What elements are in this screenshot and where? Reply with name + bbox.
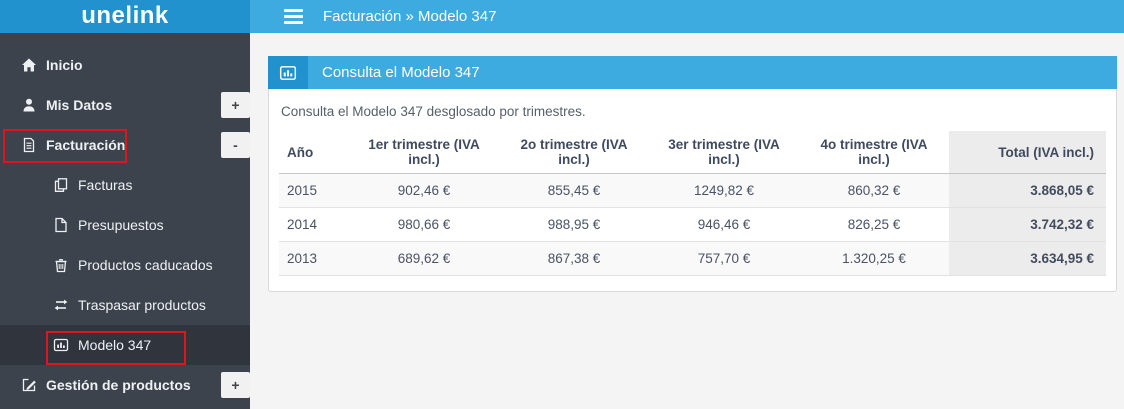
expand-toggle-mis-datos[interactable]: + <box>221 92 250 118</box>
main-content: Consulta el Modelo 347 Consulta el Model… <box>250 33 1124 409</box>
app-logo: unelink <box>81 1 169 29</box>
modelo-347-table: Año 1er trimestre (IVA incl.) 2o trimest… <box>279 131 1106 276</box>
cell-total: 3.634,95 € <box>949 241 1106 276</box>
table-row: 2014 980,66 € 988,95 € 946,46 € 826,25 €… <box>279 207 1106 242</box>
sidebar: Inicio Mis Datos + Facturación - Factura… <box>0 33 250 409</box>
bar-chart-icon <box>268 56 308 89</box>
panel-title: Consulta el Modelo 347 <box>322 64 480 81</box>
topbar: Facturación » Modelo 347 <box>250 0 1124 33</box>
table-header-row: Año 1er trimestre (IVA incl.) 2o trimest… <box>279 131 1106 174</box>
cell-year: 2015 <box>279 173 349 208</box>
cell-q4: 1.320,25 € <box>799 241 949 276</box>
cell-q2: 867,38 € <box>499 241 649 276</box>
sidebar-item-label: Traspasar productos <box>78 297 206 313</box>
sidebar-item-mis-datos[interactable]: Mis Datos + <box>0 85 250 125</box>
sidebar-item-presupuestos[interactable]: Presupuestos <box>0 205 250 245</box>
sidebar-item-label: Modelo 347 <box>78 337 152 353</box>
sidebar-item-facturas[interactable]: Facturas <box>0 165 250 205</box>
sidebar-item-productos-caducados[interactable]: Productos caducados <box>0 245 250 285</box>
copy-icon <box>52 177 69 194</box>
sidebar-item-traspasar-productos[interactable]: Traspasar productos <box>0 285 250 325</box>
sidebar-item-gestion-de-productos[interactable]: Gestión de productos + <box>0 365 250 405</box>
sidebar-item-label: Presupuestos <box>78 217 164 233</box>
collapse-toggle-facturacion[interactable]: - <box>221 132 250 158</box>
modelo-347-panel: Consulta el Modelo 347 Consulta el Model… <box>268 56 1117 292</box>
cell-year: 2013 <box>279 241 349 276</box>
table-row: 2013 689,62 € 867,38 € 757,70 € 1.320,25… <box>279 241 1106 276</box>
cell-q3: 1249,82 € <box>649 173 799 208</box>
sidebar-item-label: Mis Datos <box>46 97 113 113</box>
panel-header: Consulta el Modelo 347 <box>268 56 1117 89</box>
sidebar-item-label: Productos caducados <box>78 257 213 273</box>
cell-q1: 689,62 € <box>349 241 499 276</box>
cell-year: 2014 <box>279 207 349 242</box>
logo-band: unelink <box>0 0 250 33</box>
hamburger-icon[interactable] <box>284 9 303 24</box>
home-icon <box>20 57 37 74</box>
sidebar-item-label: Inicio <box>46 57 83 73</box>
sidebar-item-label: Gestión de productos <box>46 377 191 393</box>
cell-q1: 902,46 € <box>349 173 499 208</box>
cell-q4: 860,32 € <box>799 173 949 208</box>
panel-description: Consulta el Modelo 347 desglosado por tr… <box>281 104 586 119</box>
column-header-q1: 1er trimestre (IVA incl.) <box>349 131 499 174</box>
sidebar-item-inicio[interactable]: Inicio <box>0 45 250 85</box>
panel-body: Consulta el Modelo 347 desglosado por tr… <box>269 89 1116 291</box>
cell-q4: 826,25 € <box>799 207 949 242</box>
cell-q1: 980,66 € <box>349 207 499 242</box>
transfer-arrows-icon <box>52 297 69 314</box>
user-icon <box>20 97 37 114</box>
cell-q2: 855,45 € <box>499 173 649 208</box>
cell-total: 3.868,05 € <box>949 173 1106 208</box>
sidebar-item-facturacion[interactable]: Facturación - <box>0 125 250 165</box>
cell-q3: 757,70 € <box>649 241 799 276</box>
invoice-file-icon <box>20 137 37 154</box>
cell-q2: 988,95 € <box>499 207 649 242</box>
sidebar-item-label: Facturas <box>78 177 133 193</box>
cell-q3: 946,46 € <box>649 207 799 242</box>
table-row: 2015 902,46 € 855,45 € 1249,82 € 860,32 … <box>279 173 1106 208</box>
document-icon <box>52 217 69 234</box>
expand-toggle-gestion[interactable]: + <box>221 372 250 398</box>
sidebar-item-label: Facturación <box>46 137 126 153</box>
column-header-q4: 4o trimestre (IVA incl.) <box>799 131 949 174</box>
sidebar-item-modelo-347[interactable]: Modelo 347 <box>0 325 250 365</box>
column-header-q2: 2o trimestre (IVA incl.) <box>499 131 649 174</box>
trash-icon <box>52 257 69 274</box>
column-header-year: Año <box>279 131 349 174</box>
edit-icon <box>20 377 37 394</box>
bar-chart-icon <box>52 337 69 354</box>
column-header-q3: 3er trimestre (IVA incl.) <box>649 131 799 174</box>
cell-total: 3.742,32 € <box>949 207 1106 242</box>
column-header-total: Total (IVA incl.) <box>949 131 1106 174</box>
breadcrumb[interactable]: Facturación » Modelo 347 <box>323 8 497 25</box>
